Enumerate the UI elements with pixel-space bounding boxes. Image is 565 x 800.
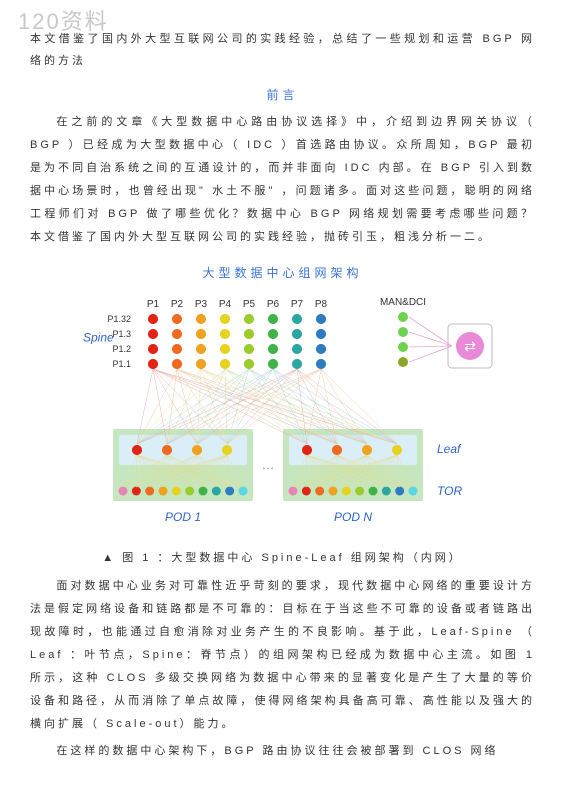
svg-text:POD 1: POD 1 (164, 510, 200, 524)
svg-text:P2: P2 (170, 299, 183, 310)
svg-text:⇄: ⇄ (464, 338, 476, 354)
preface-body: 在之前的文章《大型数据中心路由协议选择》中，介绍到边界网关协议（ BGP ）已经… (30, 111, 535, 250)
svg-text:P8: P8 (314, 299, 327, 310)
svg-text:MAN&DCI: MAN&DCI (379, 297, 425, 308)
preface-title: 前言 (30, 86, 535, 103)
intro-text: 本文借鉴了国内外大型互联网公司的实践经验，总结了一些规划和运营 BGP 网络的方… (30, 28, 535, 72)
body-para-2: 在这样的数据中心架构下，BGP 路由协议往往会被部署到 CLOS 网络 (30, 740, 535, 763)
svg-text:Leaf: Leaf (437, 442, 462, 456)
svg-text:P1.1: P1.1 (112, 359, 131, 369)
svg-text:P6: P6 (266, 299, 279, 310)
svg-text:TOR: TOR (437, 484, 462, 498)
svg-text:P7: P7 (290, 299, 303, 310)
svg-text:P1.3: P1.3 (112, 329, 131, 339)
svg-text:P3: P3 (194, 299, 207, 310)
spine-leaf-diagram: P1 P2 P3 P4 P5 P6 P7 P8 P1.32 P1.3 P1.2 P1.1 Spine MA… (30, 289, 535, 539)
svg-text:P5: P5 (242, 299, 255, 310)
diagram-caption: ▲ 图 1 ：大型数据中心 Spine-Leaf 组网架构（内网） (30, 549, 535, 565)
svg-text:P1.2: P1.2 (112, 344, 131, 354)
body-para-1: 面对数据中心业务对可靠性近乎苛刻的要求，现代数据中心网络的重要设计方法是假定网络… (30, 575, 535, 737)
svg-text:P1.32: P1.32 (107, 314, 131, 324)
svg-text:…: … (261, 457, 274, 472)
svg-text:P1: P1 (146, 299, 159, 310)
svg-text:POD N: POD N (333, 510, 371, 524)
svg-text:P4: P4 (218, 299, 231, 310)
arch-title: 大型数据中心组网架构 (30, 264, 535, 281)
svg-text:Spine: Spine (83, 330, 114, 344)
